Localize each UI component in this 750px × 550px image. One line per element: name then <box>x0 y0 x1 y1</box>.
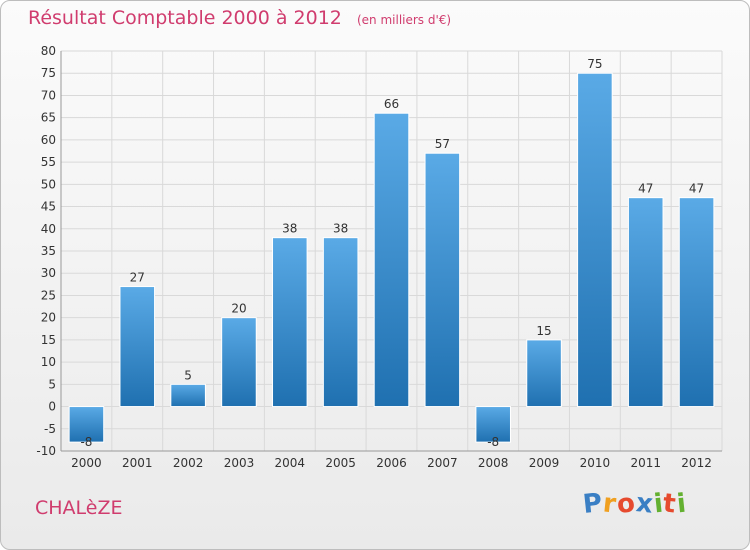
x-tick-label: 2000 <box>71 456 102 470</box>
bar-value-label: 38 <box>282 222 297 236</box>
place-name: CHALèZE <box>35 497 123 519</box>
y-tick-label: 75 <box>41 66 56 80</box>
y-tick-label: 65 <box>41 111 56 125</box>
bar-value-label: 15 <box>536 324 551 338</box>
bar-value-label: 27 <box>130 271 145 285</box>
y-tick-label: 30 <box>41 266 56 280</box>
y-tick-label: 60 <box>41 133 56 147</box>
bar <box>424 152 461 408</box>
bar <box>68 406 105 443</box>
bar-value-label: -8 <box>487 435 499 449</box>
chart-title-block: Résultat Comptable 2000 à 2012 (en milli… <box>28 7 451 29</box>
brand-letter: i <box>675 488 689 520</box>
y-tick-label: -5 <box>44 422 56 436</box>
y-tick-label: 0 <box>48 400 56 414</box>
bar <box>526 339 562 408</box>
bar <box>475 406 511 443</box>
y-tick-label: -10 <box>36 444 56 458</box>
x-tick-label: 2012 <box>681 456 712 470</box>
chart-subtitle: (en milliers d'€) <box>356 13 452 27</box>
bar <box>221 317 257 408</box>
bar <box>170 383 206 408</box>
y-tick-label: 25 <box>41 288 56 302</box>
y-tick-label: 70 <box>41 88 56 102</box>
x-tick-label: 2006 <box>376 456 407 470</box>
bar <box>322 237 359 408</box>
bar-value-label: 47 <box>689 182 704 196</box>
bar-value-label: 75 <box>587 57 602 71</box>
y-tick-label: 5 <box>48 377 56 391</box>
x-tick-label: 2005 <box>325 456 356 470</box>
x-tick-label: 2010 <box>580 456 611 470</box>
bar <box>678 197 715 408</box>
bar <box>627 197 664 408</box>
y-tick-label: 15 <box>41 333 56 347</box>
chart-title: Résultat Comptable 2000 à 2012 <box>28 7 342 29</box>
y-tick-label: 10 <box>41 355 56 369</box>
bar-value-label: 57 <box>435 137 450 151</box>
brand-logo: Proxiti <box>581 488 689 520</box>
x-tick-label: 2004 <box>275 456 306 470</box>
x-tick-label: 2008 <box>478 456 509 470</box>
bar-value-label: 66 <box>384 97 399 111</box>
bar <box>272 237 308 408</box>
y-tick-label: 55 <box>41 155 56 169</box>
x-tick-label: 2002 <box>173 456 204 470</box>
y-tick-label: 40 <box>41 222 56 236</box>
x-tick-label: 2011 <box>630 456 661 470</box>
x-tick-label: 2007 <box>427 456 458 470</box>
bar-value-label: 38 <box>333 222 348 236</box>
y-tick-label: 50 <box>41 177 56 191</box>
y-tick-label: 20 <box>41 311 56 325</box>
y-tick-label: 45 <box>41 200 56 214</box>
bar <box>577 72 613 408</box>
y-tick-label: 35 <box>41 244 56 258</box>
bar-value-label: 20 <box>231 302 246 316</box>
y-tick-label: 80 <box>41 44 56 58</box>
x-tick-label: 2001 <box>122 456 153 470</box>
bar-value-label: 5 <box>184 368 192 382</box>
bar-value-label: -8 <box>80 435 92 449</box>
x-tick-label: 2009 <box>529 456 560 470</box>
bar-value-label: 47 <box>638 182 653 196</box>
bar <box>373 112 410 408</box>
bar <box>119 286 156 408</box>
x-tick-label: 2003 <box>224 456 255 470</box>
